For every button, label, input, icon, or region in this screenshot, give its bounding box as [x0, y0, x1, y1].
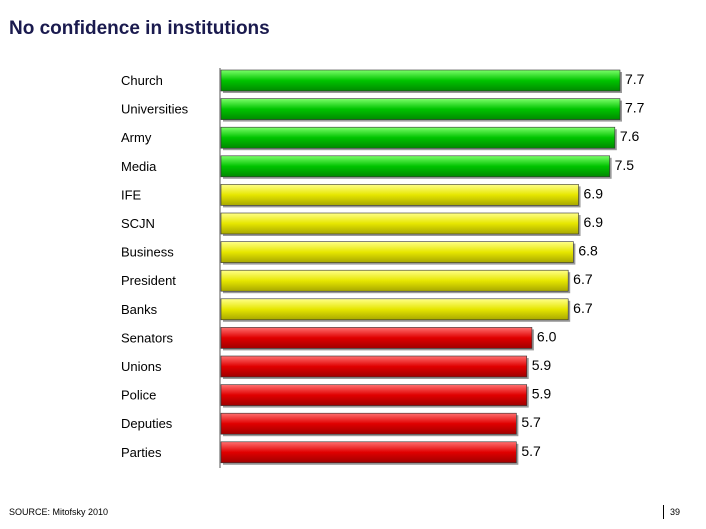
bar-police — [220, 384, 528, 406]
bar-president — [220, 269, 569, 292]
category-label-senators: Senators — [121, 330, 174, 345]
category-label-police: Police — [121, 388, 156, 403]
bar-church — [220, 69, 621, 92]
page-separator — [663, 505, 664, 519]
category-label-banks: Banks — [121, 302, 158, 317]
bar-senators — [220, 327, 533, 349]
page-number: 39 — [670, 507, 681, 517]
category-label-scjn: SCJN — [121, 216, 155, 231]
bar-parties — [220, 441, 517, 464]
bar-chart: Church 7.7 Universities 7.7 Army 7.6 Media 7.5 I… — [121, 68, 645, 468]
value-label-unions: 5.9 — [532, 357, 552, 373]
category-label-parties: Parties — [121, 445, 162, 460]
value-label-universities: 7.7 — [625, 100, 645, 116]
source-note: SOURCE: Mitofsky 2010 — [9, 507, 109, 517]
value-label-senators: 6.0 — [537, 328, 557, 344]
bar-business — [220, 241, 574, 263]
bar-ife — [220, 184, 579, 206]
bar-media — [220, 155, 610, 178]
value-label-business: 6.8 — [578, 243, 598, 259]
value-label-police: 5.9 — [532, 386, 552, 402]
value-label-banks: 6.7 — [573, 300, 593, 316]
bar-scjn — [220, 212, 579, 235]
value-label-president: 6.7 — [573, 271, 593, 287]
category-label-unions: Unions — [121, 359, 162, 374]
category-label-business: Business — [121, 245, 174, 260]
value-label-ife: 6.9 — [584, 185, 604, 201]
bar-deputies — [220, 412, 517, 435]
category-label-deputies: Deputies — [121, 416, 173, 431]
category-label-media: Media — [121, 159, 157, 174]
bar-banks — [220, 298, 569, 321]
value-label-deputies: 5.7 — [521, 414, 541, 430]
value-label-church: 7.7 — [625, 71, 645, 87]
bar-unions — [220, 355, 528, 378]
bar-army — [220, 126, 616, 149]
value-label-media: 7.5 — [615, 157, 635, 173]
value-label-scjn: 6.9 — [584, 214, 604, 230]
value-label-army: 7.6 — [620, 128, 640, 144]
category-label-army: Army — [121, 130, 152, 145]
category-label-ife: IFE — [121, 187, 142, 202]
category-label-universities: Universities — [121, 102, 189, 117]
category-label-president: President — [121, 273, 176, 288]
category-label-church: Church — [121, 73, 163, 88]
chart-title: No confidence in institutions — [9, 18, 270, 39]
bar-universities — [220, 98, 621, 120]
value-label-parties: 5.7 — [521, 443, 541, 459]
